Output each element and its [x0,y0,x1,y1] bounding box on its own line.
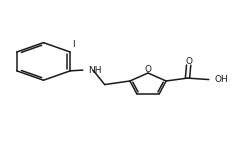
Text: NH: NH [88,66,102,75]
Text: O: O [145,65,152,74]
Text: OH: OH [214,75,228,84]
Text: I: I [72,40,75,49]
Text: O: O [185,57,192,66]
